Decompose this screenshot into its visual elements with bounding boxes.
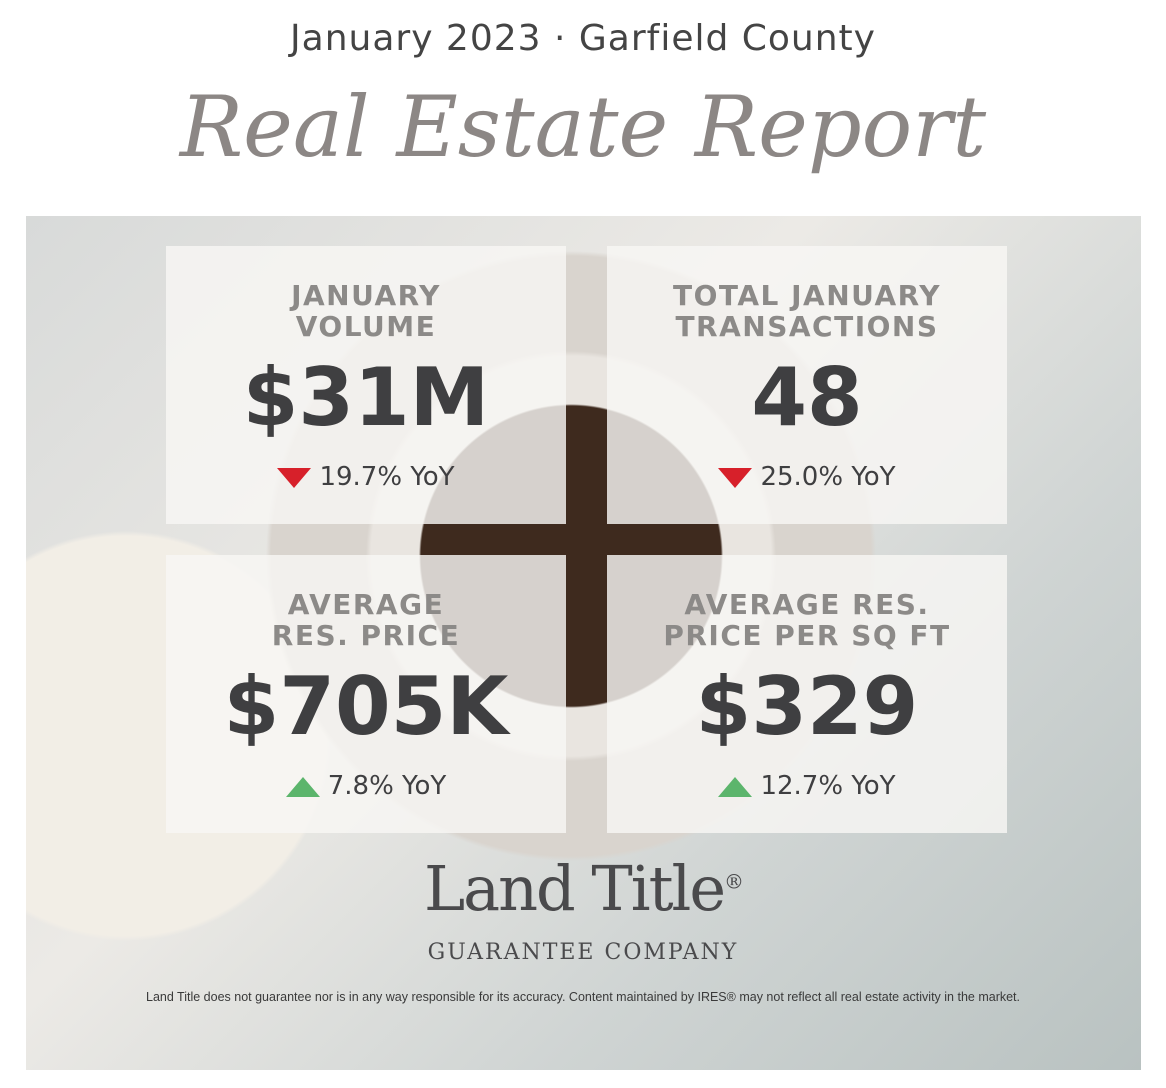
stat-change: 25.0% YoY <box>607 462 1007 492</box>
stat-change: 7.8% YoY <box>166 771 566 801</box>
label-line: AVERAGE RES. <box>684 588 930 621</box>
disclaimer: Land Title does not guarantee nor is in … <box>146 990 1020 1004</box>
label-line: AVERAGE <box>287 588 445 621</box>
change-text: 12.7% YoY <box>760 771 896 801</box>
stat-card: JANUARY VOLUME $31M 19.7% YoY <box>166 246 566 524</box>
stat-card: AVERAGE RES. PRICE PER SQ FT $329 12.7% YoY <box>607 555 1007 833</box>
change-text: 7.8% YoY <box>327 771 447 801</box>
title: Real Estate Report <box>179 78 987 176</box>
label-line: TRANSACTIONS <box>675 310 939 343</box>
change-text: 19.7% YoY <box>319 462 455 492</box>
triangle <box>285 777 320 797</box>
subtitle: January 2023 · Garfield County <box>290 18 876 59</box>
label-line: PRICE PER SQ FT <box>663 619 951 652</box>
stat-value: $329 <box>695 660 919 753</box>
stat-label: AVERAGE RES. PRICE <box>166 589 566 651</box>
stat-label: JANUARY VOLUME <box>166 280 566 342</box>
trend-arrow <box>277 468 312 488</box>
logo: Land Title® <box>0 852 1166 925</box>
change-text: 25.0% YoY <box>760 462 896 492</box>
logo-mark: ® <box>724 869 744 894</box>
triangle <box>718 468 753 488</box>
stat-change: 19.7% YoY <box>166 462 566 492</box>
logo-tagline: GUARANTEE COMPANY <box>427 940 739 965</box>
stat-label: TOTAL JANUARY TRANSACTIONS <box>607 280 1007 342</box>
stat-value: 48 <box>751 351 863 444</box>
logo-name: Land Title <box>423 852 726 925</box>
label-line: RES. PRICE <box>271 619 461 652</box>
stat-card: AVERAGE RES. PRICE $705K 7.8% YoY <box>166 555 566 833</box>
triangle <box>277 468 312 488</box>
trend-arrow <box>718 777 753 797</box>
trend-arrow <box>718 468 753 488</box>
trend-arrow <box>285 777 320 797</box>
triangle <box>718 777 753 797</box>
stat-value: $705K <box>223 660 509 753</box>
label-line: VOLUME <box>295 310 437 343</box>
stat-label: AVERAGE RES. PRICE PER SQ FT <box>607 589 1007 651</box>
stat-card: TOTAL JANUARY TRANSACTIONS 48 25.0% YoY <box>607 246 1007 524</box>
stat-change: 12.7% YoY <box>607 771 1007 801</box>
label-line: JANUARY <box>291 279 441 312</box>
stat-value: $31M <box>242 351 490 444</box>
label-line: TOTAL JANUARY <box>673 279 941 312</box>
